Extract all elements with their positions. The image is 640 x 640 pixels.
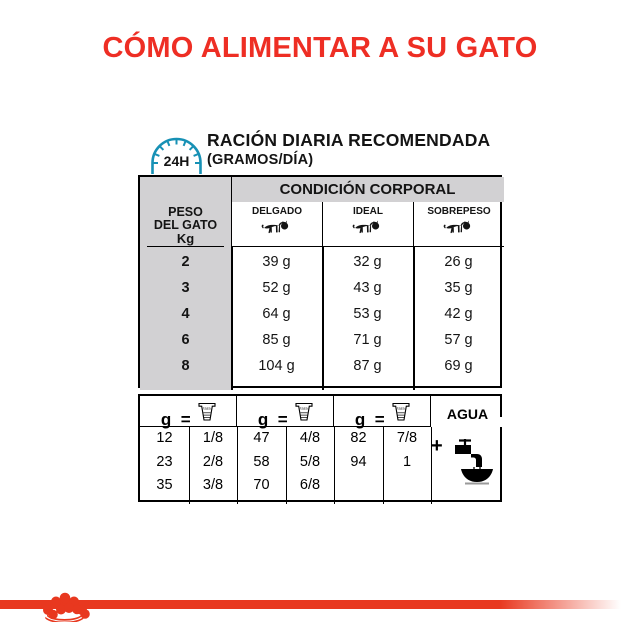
svg-text:taza: taza	[398, 407, 406, 411]
svg-text:taza: taza	[301, 407, 309, 411]
svg-text:taza: taza	[204, 407, 212, 411]
